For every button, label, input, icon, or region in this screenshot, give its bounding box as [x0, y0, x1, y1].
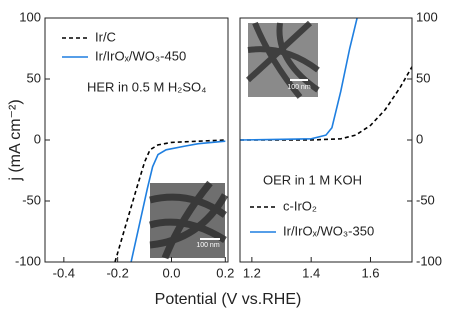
x-tick-label: 1.2 — [243, 265, 261, 280]
y-tick-label: -100 — [15, 253, 41, 268]
y-axis-label: j (mA cm⁻²) — [7, 99, 24, 181]
x-tick-label: 1.4 — [302, 265, 320, 280]
x-tick-label: -0.2 — [106, 265, 128, 280]
x-tick-label: 0.0 — [162, 265, 180, 280]
annotation: OER in 1 M KOH — [263, 172, 362, 187]
x-tick-label: 1.6 — [361, 265, 379, 280]
annotation: HER in 0.5 M H₂SO₄ — [87, 79, 206, 94]
legend-label: Ir/IrOₓ/WO₃-350 — [283, 223, 374, 238]
y-tick-label: 50 — [27, 70, 41, 85]
y-tick-label: 0 — [416, 131, 423, 146]
x-tick-label: -0.4 — [53, 265, 75, 280]
y-tick-label: -50 — [416, 192, 435, 207]
y-tick-label: 100 — [416, 9, 438, 24]
y-tick-label: -50 — [22, 192, 41, 207]
legend-label: Ir/C — [95, 29, 116, 44]
x-axis-label: Potential (V vs.RHE) — [155, 291, 302, 308]
legend-label: Ir/IrOₓ/WO₃-450 — [95, 48, 186, 63]
x-tick-label: 0.2 — [216, 265, 234, 280]
y-tick-label: 0 — [34, 131, 41, 146]
y-tick-label: -100 — [416, 253, 442, 268]
legend-label: c-IrO₂ — [283, 198, 317, 213]
y-tick-label: 50 — [416, 70, 430, 85]
y-tick-label: 100 — [19, 9, 41, 24]
annotation: 100 nm — [287, 84, 311, 91]
chart: j (mA cm⁻²) Potential (V vs.RHE) -0.4 -0.… — [0, 0, 461, 311]
annotation: 100 nm — [196, 242, 220, 249]
